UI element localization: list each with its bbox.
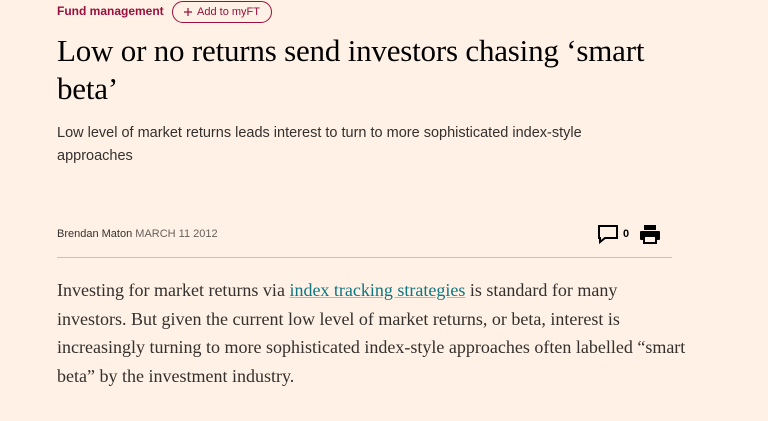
byline: Brendan Maton MARCH 11 2012 xyxy=(57,228,218,240)
add-to-myft-button[interactable]: Add to myFT xyxy=(172,1,272,23)
print-icon[interactable] xyxy=(639,223,661,245)
inline-link[interactable]: index tracking strategies xyxy=(289,280,466,300)
comment-icon[interactable] xyxy=(597,223,619,245)
plus-icon xyxy=(184,8,193,16)
standfirst: Low level of market returns leads intere… xyxy=(57,125,582,164)
text: Investing for market returns via xyxy=(57,280,290,300)
author[interactable]: Brendan Maton xyxy=(57,228,133,240)
comment-count: 0 xyxy=(623,228,630,240)
topic-link[interactable]: Fund management xyxy=(57,4,164,18)
date: MARCH 11 2012 xyxy=(135,228,218,240)
article-body: Investing for market returns via index t… xyxy=(57,276,687,390)
divider xyxy=(57,257,672,258)
button-label: Add to myFT xyxy=(197,6,260,18)
text: is standard for many investors. But give… xyxy=(57,280,686,386)
article-tools: 0 xyxy=(597,223,661,245)
headline: Low or no returns send investors chasing… xyxy=(57,33,645,106)
paragraph: Investing for market returns via index t… xyxy=(57,276,687,390)
